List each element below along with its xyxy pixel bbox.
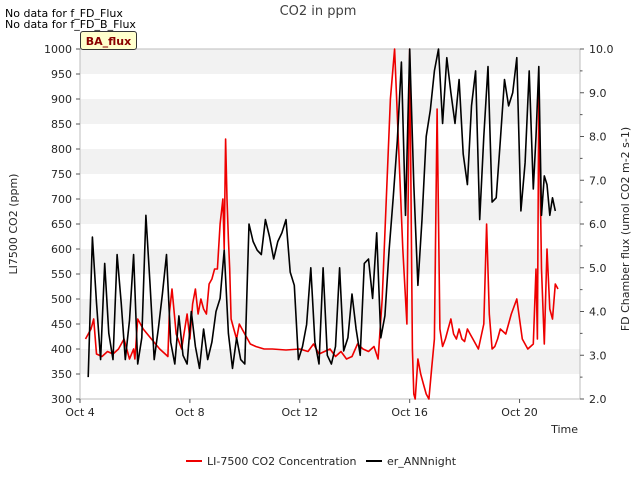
y-tick-label: 500 (51, 293, 72, 306)
y2-tick-label: 3.0 (589, 349, 607, 362)
grid-band (80, 299, 580, 324)
y-tick-label: 550 (51, 268, 72, 281)
y2-tick-label: 6.0 (589, 218, 607, 231)
x-tick-label: Oct 20 (501, 406, 538, 419)
grid-band (80, 49, 580, 74)
y-tick-label: 650 (51, 218, 72, 231)
series-layer (84, 48, 559, 400)
y-tick-label: 1000 (44, 43, 72, 56)
y-tick-label: 300 (51, 393, 72, 406)
y-tick-label: 350 (51, 368, 72, 381)
y2-tick-label: 7.0 (589, 174, 607, 187)
y-tick-label: 700 (51, 193, 72, 206)
x-tick-label: Oct 8 (175, 406, 205, 419)
grid-band (80, 149, 580, 174)
y2-tick-label: 5.0 (589, 262, 607, 275)
x-axis: Oct 4 Oct 8 Oct 12 Oct 16 Oct 20 (65, 399, 538, 419)
legend: LI-7500 CO2 Concentration er_ANNnight (186, 455, 457, 468)
x-tick-label: Oct 4 (65, 406, 95, 419)
y-axis-left: 300 350 400 450 500 550 600 650 700 750 800 850 900 9… (44, 43, 80, 406)
y2-tick-label: 2.0 (589, 393, 607, 406)
y2-tick-label: 8.0 (589, 131, 607, 144)
x-tick-label: Oct 16 (391, 406, 428, 419)
series-ann-line (87, 48, 557, 378)
y-tick-label: 600 (51, 243, 72, 256)
grid-band (80, 99, 580, 124)
grid-band (80, 199, 580, 224)
y-axis-label-left: LI7500 CO2 (ppm) (7, 174, 20, 275)
y-tick-label: 750 (51, 168, 72, 181)
y2-tick-label: 10.0 (589, 43, 614, 56)
grid-bands (80, 49, 580, 374)
y-tick-label: 450 (51, 318, 72, 331)
no-data-note-fd-flux: No data for f_FD_Flux (5, 7, 123, 20)
x-axis-label: Time (550, 423, 578, 436)
y-tick-label: 800 (51, 143, 72, 156)
y2-tick-label: 4.0 (589, 306, 607, 319)
y-axis-label-right: FD Chamber flux (umol CO2 m-2 s-1) (619, 127, 632, 331)
chart-title: CO2 in ppm (280, 4, 357, 19)
y-tick-label: 850 (51, 118, 72, 131)
ba-flux-badge: BA_flux (80, 31, 137, 50)
y-axis-right: 2.0 3.0 4.0 5.0 6.0 7.0 8.0 9.0 10.0 (580, 43, 614, 406)
y-tick-label: 900 (51, 93, 72, 106)
y2-tick-label: 9.0 (589, 87, 607, 100)
legend-label-co2: LI-7500 CO2 Concentration (207, 455, 357, 468)
legend-label-ann: er_ANNnight (387, 455, 457, 468)
x-tick-label: Oct 12 (282, 406, 319, 419)
no-data-note-fd-b-flux: No data for f_FD_B_Flux (5, 18, 136, 31)
y-tick-label: 950 (51, 68, 72, 81)
grid-band (80, 249, 580, 274)
y-tick-label: 400 (51, 343, 72, 356)
